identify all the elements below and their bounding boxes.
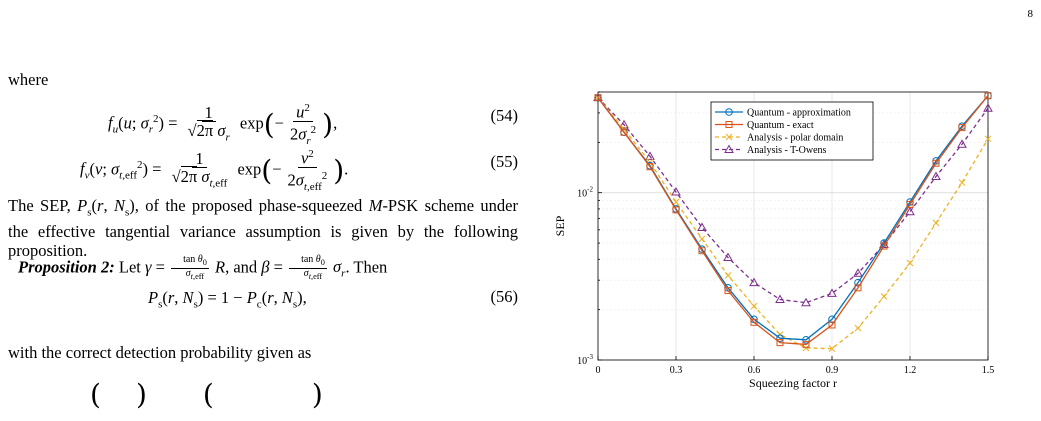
series-analysis-t-owens xyxy=(593,92,993,307)
data-point xyxy=(905,206,915,216)
sep-paragraph: The SEP, Ps(r, Ns), of the proposed phas… xyxy=(8,196,519,261)
data-point xyxy=(698,247,706,255)
data-point xyxy=(802,344,810,352)
y-tick-label: 10-3 xyxy=(577,353,593,367)
data-point xyxy=(750,318,758,326)
data-point xyxy=(724,287,732,295)
data-point xyxy=(620,128,628,136)
data-point xyxy=(672,206,680,214)
data-point xyxy=(697,222,707,231)
equation-54-number: (54) xyxy=(490,106,519,125)
data-point xyxy=(854,284,862,292)
data-point xyxy=(645,151,655,160)
equation-55: fv(v; σt,eff2) = 1 √2π σt,eff exp(− v2 2σt,… xyxy=(80,148,519,193)
x-tick-label: 0.6 xyxy=(748,365,761,376)
legend-item: Analysis - polar domain xyxy=(715,133,843,144)
legend-item: Quantum - exact xyxy=(715,120,814,131)
data-point xyxy=(776,339,784,347)
data-point xyxy=(983,103,993,112)
legend-item: Quantum - approximation xyxy=(715,108,851,119)
data-point xyxy=(957,139,967,148)
data-point xyxy=(724,144,734,153)
data-point xyxy=(802,340,810,348)
data-point xyxy=(828,345,836,352)
series-group xyxy=(593,91,993,352)
x-tick-label: 1.2 xyxy=(904,365,917,376)
legend-item: Analysis - T-Owens xyxy=(715,144,827,156)
data-point xyxy=(594,94,602,102)
data-point xyxy=(724,272,732,279)
data-point xyxy=(672,198,680,206)
series-line xyxy=(597,95,989,346)
proposition-2: Proposition 2: Let γ = tan θ0 σt,eff R, a… xyxy=(18,254,388,282)
data-point xyxy=(827,288,837,297)
equation-55-number: (55) xyxy=(490,152,519,171)
data-point xyxy=(853,268,863,277)
y-tick-label: 10-2 xyxy=(577,186,593,200)
x-tick-label: 0.9 xyxy=(826,365,839,376)
equation-54: fu(u; σr2) = 1 √2π σr exp(− u2 2σr2), (54) xyxy=(108,102,519,147)
data-point xyxy=(984,92,992,100)
data-point xyxy=(750,302,758,310)
data-point xyxy=(801,297,811,307)
data-point xyxy=(775,294,785,303)
equation-57-partial: ( ) ( ) xyxy=(90,380,323,411)
equation-56-number: (56) xyxy=(490,287,519,306)
legend-label: Analysis - T-Owens xyxy=(747,145,827,156)
data-point xyxy=(776,334,784,342)
x-tick-label: 0 xyxy=(596,365,601,376)
sep-chart-svg: 0 0.3 0.6 0.9 1.2 1.5 10-3 10-2 Quantum - appro… xyxy=(553,91,995,390)
data-point xyxy=(671,186,681,196)
data-point xyxy=(880,242,888,250)
data-point xyxy=(725,121,733,128)
data-point xyxy=(725,133,733,141)
data-point xyxy=(723,252,733,261)
x-tick-label: 0.3 xyxy=(670,365,683,376)
left-column: where fu(u; σr2) = 1 √2π σr exp(− u2 2σr2),… xyxy=(8,0,518,416)
data-point xyxy=(931,171,941,181)
x-tick-label: 1.5 xyxy=(982,365,995,376)
series-analysis-polar-domain xyxy=(594,94,992,352)
data-point xyxy=(802,336,810,344)
series-line xyxy=(597,97,989,304)
axes-box xyxy=(597,91,989,361)
data-point xyxy=(698,235,706,243)
x-axis-label: Squeezing factor r xyxy=(749,376,837,390)
data-point xyxy=(906,259,914,267)
where-text: where xyxy=(8,70,49,89)
data-point xyxy=(646,163,654,171)
page-number: 8 xyxy=(1027,8,1034,20)
legend-label: Quantum - approximation xyxy=(747,108,851,119)
data-point xyxy=(906,201,914,209)
data-point xyxy=(619,119,629,129)
data-point xyxy=(828,321,836,329)
legend-label: Quantum - exact xyxy=(747,120,814,131)
y-axis-label: SEP xyxy=(553,215,567,236)
legend-label: Analysis - polar domain xyxy=(747,133,843,144)
data-point xyxy=(880,293,888,300)
data-point xyxy=(958,179,966,186)
sep-chart: 0 0.3 0.6 0.9 1.2 1.5 10-3 10-2 Quantum - appro… xyxy=(548,80,1010,416)
data-point xyxy=(932,159,940,167)
data-point xyxy=(725,108,733,116)
series-line xyxy=(597,97,989,350)
equation-56: Ps(r, Ns) = 1 − Pc(r, Ns), (56) xyxy=(148,287,519,311)
data-point xyxy=(932,219,940,227)
data-point xyxy=(879,239,889,249)
data-point xyxy=(984,135,992,143)
data-point xyxy=(958,124,966,132)
correct-detection-text: with the correct detection probability g… xyxy=(8,343,312,362)
data-point xyxy=(854,324,862,332)
data-point xyxy=(749,277,759,287)
series-quantum-exact xyxy=(594,92,992,348)
